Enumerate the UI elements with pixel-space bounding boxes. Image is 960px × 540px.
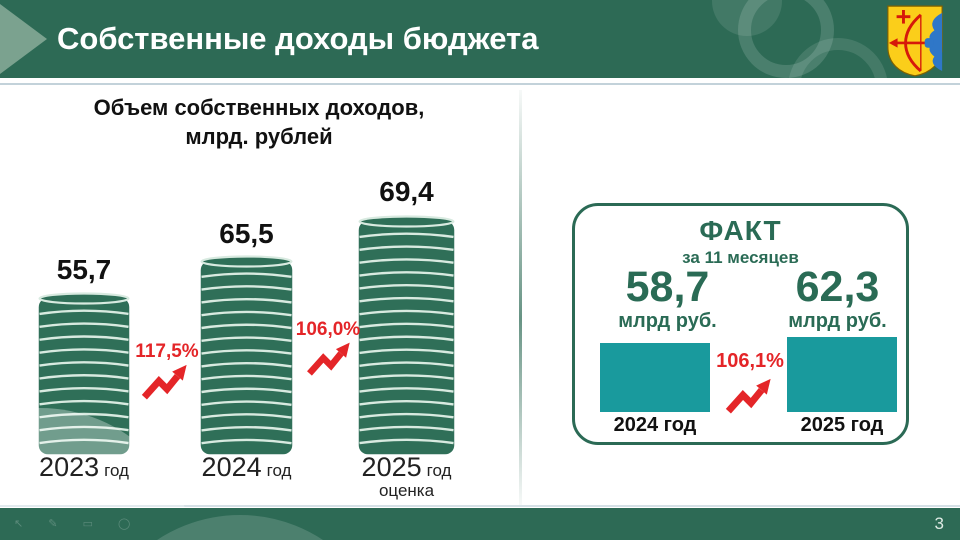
fact-unit-label: млрд руб. [788, 310, 887, 332]
chart-title-line2: млрд. рублей [185, 123, 333, 149]
year-suffix: год [266, 461, 292, 480]
fact-category-label: 2025 год [800, 414, 884, 436]
coin-stack-2023 [38, 292, 130, 455]
year-text: 2025 [361, 452, 422, 482]
footer-bar: ↖ ✎ ▭ ◯ 3 [0, 508, 960, 540]
rectangle-icon: ▭ [82, 518, 93, 530]
hand-icon [929, 12, 943, 72]
fact-bar-2025 [787, 337, 897, 412]
coin-stack-2024 [200, 255, 293, 455]
header-arrow-decoration [0, 4, 47, 74]
arrow-head [888, 38, 898, 48]
cross-icon [896, 10, 911, 24]
bar-category-label: 2025 год [338, 452, 475, 483]
chart-title-line1: Объем собственных доходов, [93, 95, 425, 120]
bar-value-label: 55,7 [56, 254, 112, 285]
growth-arrow-icon [141, 364, 187, 400]
coin-stack-2025 [358, 215, 455, 455]
growth-arrow-icon [725, 378, 771, 414]
fact-unit-label: млрд руб. [618, 310, 717, 332]
chart-title: Объем собственных доходов, млрд. рублей [38, 94, 480, 151]
fact-title: ФАКТ [699, 215, 782, 246]
kirov-coat-of-arms-icon [887, 5, 943, 77]
pen-icon: ✎ [48, 518, 58, 530]
fact-bar-2024 [600, 343, 710, 412]
bar-value-label: 69,4 [379, 176, 434, 207]
header-divider-line [0, 83, 960, 85]
footer-divider-line [0, 505, 960, 507]
section-divider [519, 90, 522, 505]
growth-arrow-icon [307, 342, 350, 376]
circle-icon: ◯ [118, 518, 131, 530]
fact-panel: ФАКТ за 11 месяцев 58,7 62,3 млрд руб. м… [572, 203, 909, 445]
fact-value-label: 58,7 [625, 263, 710, 311]
annotation-toolbar-icons: ↖ ✎ ▭ ◯ [14, 517, 152, 530]
fact-category-label: 2024 год [613, 414, 697, 436]
year-suffix: год [104, 461, 129, 480]
growth-percent-label: 117,5% [135, 341, 199, 362]
year-text: 2023 [39, 452, 100, 482]
fact-value-label: 62,3 [795, 263, 880, 311]
bar-category-label: 2023 год [18, 452, 150, 483]
header-bar: Собственные доходы бюджета [0, 0, 960, 78]
hand-grip [924, 38, 934, 48]
slide-title: Собственные доходы бюджета [57, 21, 539, 56]
fact-subtitle: за 11 месяцев [682, 248, 799, 267]
bar-category-label: 2024 год [180, 452, 313, 483]
bar-value-label: 65,5 [219, 218, 274, 249]
page-number: 3 [934, 514, 944, 533]
year-text: 2024 [201, 452, 262, 482]
undo-icon: ↖ [14, 518, 24, 530]
growth-percent-label: 106,1% [716, 350, 784, 372]
growth-percent-label: 106,0% [295, 319, 361, 340]
year-suffix: год [426, 461, 452, 480]
estimate-note: оценка [378, 481, 435, 500]
